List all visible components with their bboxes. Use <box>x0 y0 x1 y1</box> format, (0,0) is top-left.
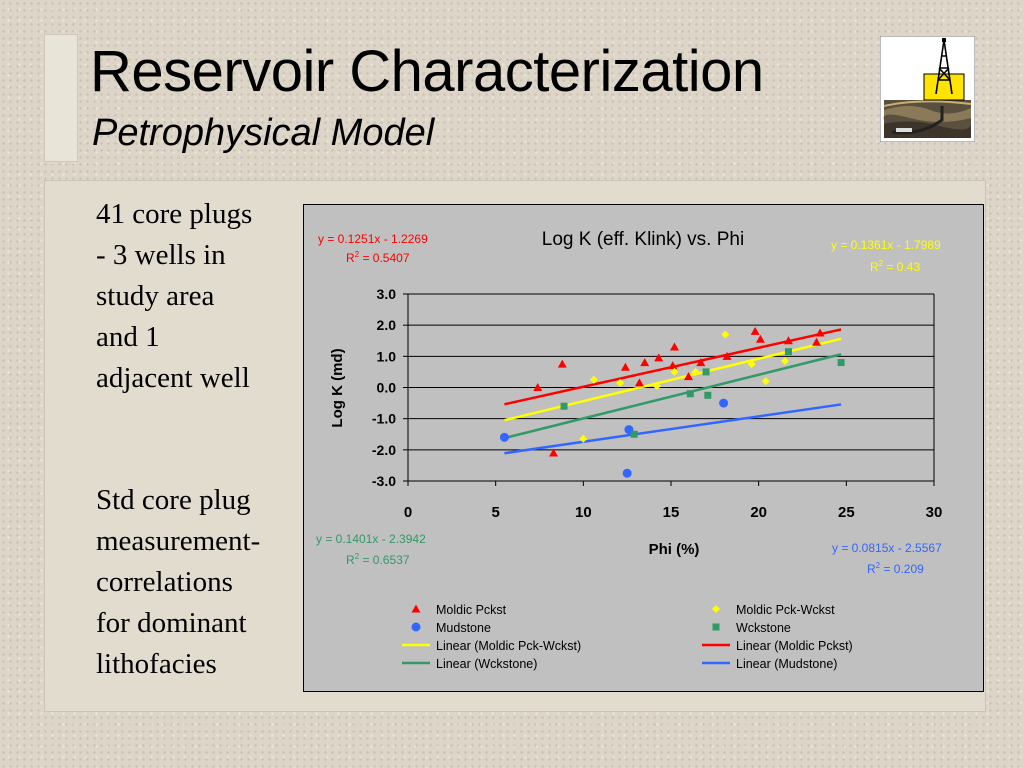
data-point <box>702 368 710 376</box>
text-line: adjacent well <box>96 362 250 394</box>
legend-marker <box>411 622 421 632</box>
trendline <box>504 337 842 422</box>
x-tick-label: 30 <box>926 504 943 521</box>
y-tick-label: -1.0 <box>372 411 396 427</box>
data-point <box>620 362 630 371</box>
text-line: measurement- <box>96 525 261 557</box>
slide-subtitle: Petrophysical Model <box>92 112 435 154</box>
data-point <box>560 402 568 410</box>
data-point <box>670 367 679 376</box>
equation-moldic-pckst: y = 0.1251x - 1.2269 <box>318 232 428 246</box>
data-point <box>616 378 625 387</box>
core-plug-description: 41 core plugs - 3 wells in study area an… <box>96 194 252 399</box>
data-point <box>686 390 694 398</box>
legend-label: Linear (Wckstone) <box>436 657 537 671</box>
y-tick-label: 2.0 <box>377 317 397 333</box>
legend-marker <box>712 623 720 631</box>
data-point <box>721 330 730 339</box>
slide-title: Reservoir Characterization <box>90 39 764 104</box>
chart-area: Log K (eff. Klink) vs. Phi 3.0 2.0 1.0 0.0 -1… <box>303 204 984 692</box>
data-point <box>589 375 598 384</box>
data-point <box>837 359 845 367</box>
data-point <box>654 353 664 362</box>
data-point <box>670 342 680 351</box>
data-point <box>747 360 756 369</box>
x-tick-label: 5 <box>491 504 499 521</box>
r2-moldic-pckst: R2 = 0.5407 <box>346 250 410 265</box>
data-point <box>704 391 712 399</box>
data-point <box>684 372 694 381</box>
equation-mudstone: y = 0.0815x - 2.5567 <box>832 541 942 555</box>
legend-label: Linear (Moldic Pckst) <box>736 639 853 653</box>
data-point <box>630 430 638 438</box>
data-point <box>634 378 644 387</box>
legend-label: Linear (Mudstone) <box>736 657 837 671</box>
y-tick-label: 1.0 <box>377 348 397 364</box>
data-point <box>750 326 760 335</box>
legend-label: Mudstone <box>436 621 491 635</box>
trendline <box>504 403 842 455</box>
y-tick-label: 3.0 <box>377 286 397 302</box>
legend-label: Moldic Pck-Wckst <box>736 603 835 617</box>
text-line: for dominant <box>96 607 247 639</box>
legend-label: Wckstone <box>736 621 791 635</box>
x-tick-label: 10 <box>575 504 592 521</box>
measurement-description: Std core plug measurement- correlations … <box>96 480 260 685</box>
data-point <box>719 398 729 408</box>
data-point <box>652 381 661 390</box>
legend-label: Linear (Moldic Pck-Wckst) <box>436 639 581 653</box>
text-line: study area <box>96 280 215 312</box>
data-point <box>533 383 543 391</box>
legend-marker <box>411 604 421 613</box>
data-point <box>691 367 700 376</box>
equation-wckstone: y = 0.1401x - 2.3942 <box>316 532 426 546</box>
data-point <box>557 359 567 368</box>
r2-wckstone: R2 = 0.6537 <box>346 552 410 567</box>
data-point <box>761 377 770 386</box>
legend-label: Moldic Pckst <box>436 603 507 617</box>
legend-marker <box>712 605 720 613</box>
data-point <box>780 357 789 366</box>
oil-derrick-logo <box>880 36 975 142</box>
text-line: Std core plug <box>96 484 251 516</box>
data-point <box>812 337 822 346</box>
data-point <box>815 328 825 337</box>
x-tick-label: 15 <box>663 504 680 521</box>
data-point <box>499 432 509 442</box>
scatter-plot: Log K (eff. Klink) vs. Phi 3.0 2.0 1.0 0.0 -1… <box>329 229 943 671</box>
r2-moldic-pck-wckst: R2 = 0.43 <box>870 259 921 274</box>
data-point <box>640 358 650 367</box>
x-axis-label: Phi (%) <box>649 541 700 558</box>
y-tick-label: -3.0 <box>372 473 396 489</box>
equation-moldic-pck-wckst: y = 0.1361x - 1.7989 <box>831 238 941 252</box>
title-accent-bar <box>44 34 78 162</box>
data-point <box>579 434 588 443</box>
y-axis-label: Log K (md) <box>329 348 346 427</box>
x-tick-label: 20 <box>750 504 767 521</box>
r2-mudstone: R2 = 0.209 <box>867 561 924 576</box>
text-line: - 3 wells in <box>96 239 226 271</box>
chart-title: Log K (eff. Klink) vs. Phi <box>542 229 744 250</box>
text-line: and 1 <box>96 321 160 353</box>
data-point <box>784 348 792 356</box>
text-line: 41 core plugs <box>96 198 253 230</box>
data-point <box>755 334 765 343</box>
y-tick-label: -2.0 <box>372 442 396 458</box>
data-point <box>696 358 706 367</box>
text-line: correlations <box>96 566 233 598</box>
y-tick-label: 0.0 <box>377 380 397 396</box>
data-point <box>783 336 793 345</box>
data-point <box>722 351 732 360</box>
data-point <box>668 361 678 370</box>
data-point <box>549 448 559 457</box>
x-tick-label: 25 <box>838 504 855 521</box>
x-tick-label: 0 <box>404 504 412 521</box>
trendline <box>504 353 842 440</box>
text-line: lithofacies <box>96 648 217 680</box>
data-point <box>622 468 632 478</box>
